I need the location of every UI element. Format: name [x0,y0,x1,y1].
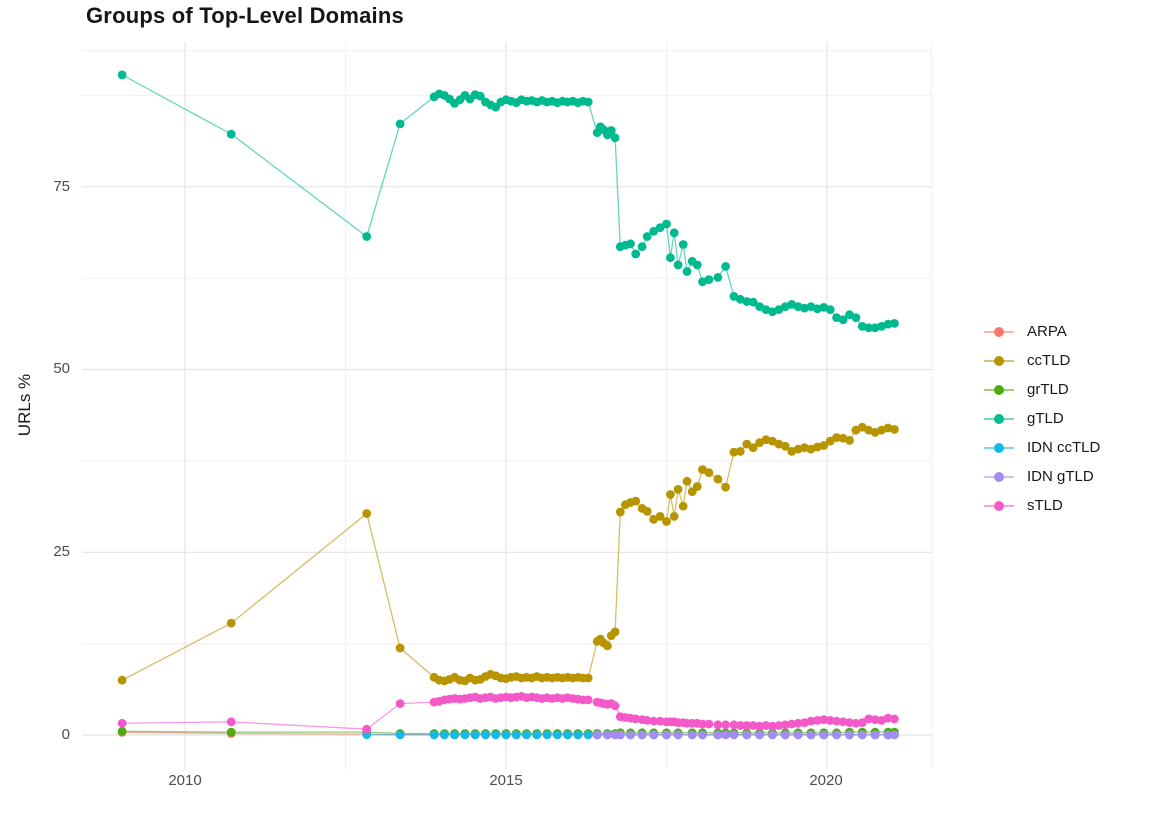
legend-item-stld: sTLD [984,491,1100,520]
legend-item-idn-cctld: IDN ccTLD [984,433,1100,462]
y-tick-label-25: 25 [53,543,70,560]
chart-title: Groups of Top-Level Domains [86,3,404,28]
legend-key-icon [984,326,1014,338]
y-tick-label-50: 50 [53,360,70,377]
legend-key-icon [984,413,1014,425]
x-tick-label-2010: 2010 [168,772,202,789]
y-tick-label-0: 0 [61,726,70,743]
legend-label: ARPA [1027,323,1067,340]
legend-key-icon [984,442,1014,454]
legend-item-gtld: gTLD [984,404,1100,433]
legend-item-arpa: ARPA [984,317,1100,346]
legend-label: sTLD [1027,497,1063,514]
legend-label: gTLD [1027,410,1064,427]
legend-item-idn-gtld: IDN gTLD [984,462,1100,491]
legend-key-icon [984,355,1014,367]
x-tick-label-2015: 2015 [489,772,523,789]
legend-label: IDN gTLD [1027,468,1094,485]
legend-key-icon [984,471,1014,483]
legend: ARPA ccTLD grTLD gTLD IDN ccTLD IDN gTLD… [984,317,1100,520]
y-tick-label-75: 75 [53,178,70,195]
x-tick-label-2020: 2020 [809,772,843,789]
legend-item-grtld: grTLD [984,375,1100,404]
legend-key-icon [984,500,1014,512]
legend-label: ccTLD [1027,352,1071,369]
legend-key-icon [984,384,1014,396]
legend-label: grTLD [1027,381,1069,398]
legend-item-cctld: ccTLD [984,346,1100,375]
legend-label: IDN ccTLD [1027,439,1101,456]
